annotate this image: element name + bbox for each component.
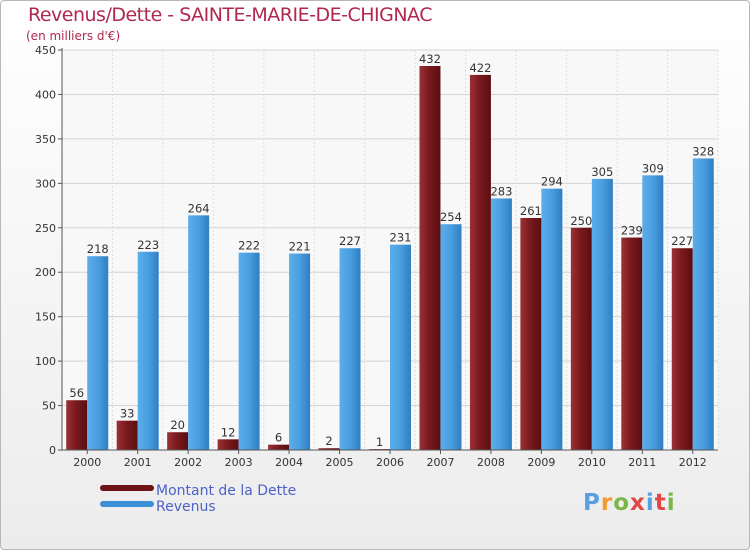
bar-revenue-2003	[238, 252, 260, 450]
data-label-revenue-2007: 254	[440, 210, 462, 224]
logo-letter: x	[630, 490, 646, 516]
data-label-debt-2007: 432	[419, 52, 441, 66]
axes: 0 50 100 150 200 250 300 350 400 450 2000 2001 2002 2…	[35, 44, 718, 469]
x-tick-label-2010: 2010	[578, 456, 606, 469]
data-labels: 56 218 33 223 20 264 12 222 6 221 2 227 1 231 432 254 42…	[69, 52, 714, 449]
bar-revenue-2009	[541, 188, 563, 450]
data-label-revenue-2005: 227	[339, 234, 361, 248]
bar-debt-2008	[469, 74, 491, 450]
x-tick-label-2000: 2000	[73, 456, 101, 469]
bar-debt-2007	[419, 66, 441, 450]
logo-letter: t	[654, 490, 667, 516]
data-label-debt-2002: 20	[170, 418, 185, 432]
data-label-debt-2010: 250	[570, 214, 592, 228]
bar-revenue-2008	[490, 198, 512, 450]
x-tick-label-2009: 2009	[527, 456, 555, 469]
logo-letter: P	[583, 490, 601, 516]
bar-revenue-2011	[642, 175, 664, 451]
bar-revenue-2004	[289, 253, 311, 450]
x-tick-label-2001: 2001	[124, 456, 152, 469]
x-tick-label-2011: 2011	[628, 456, 656, 469]
data-label-revenue-2004: 221	[289, 240, 311, 254]
data-label-revenue-2009: 294	[541, 175, 563, 189]
data-label-revenue-2010: 305	[591, 165, 613, 179]
bar-revenue-2007	[440, 224, 462, 450]
data-label-revenue-2011: 309	[642, 161, 664, 175]
bar-debt-2003	[217, 439, 239, 450]
legend-label-revenue: Revenus	[156, 499, 216, 515]
y-tick-label: 100	[35, 355, 56, 368]
bar-debt-2001	[116, 420, 138, 450]
x-tick-label-2004: 2004	[275, 456, 303, 469]
bar-debt-2012	[671, 248, 693, 450]
logo-letter: i	[666, 490, 676, 516]
data-label-revenue-2000: 218	[87, 242, 109, 256]
y-tick-label: 400	[35, 88, 56, 101]
logo-letter: i	[645, 490, 655, 516]
proxiti-logo: Proxiti	[583, 490, 676, 516]
bar-debt-2005	[318, 448, 340, 450]
bar-debt-2011	[621, 237, 643, 450]
bar-revenue-2001	[137, 251, 159, 450]
legend-swatch-debt	[100, 485, 154, 491]
y-tick-label: 150	[35, 311, 56, 324]
data-label-debt-2000: 56	[69, 386, 84, 400]
data-label-revenue-2012: 328	[692, 144, 714, 158]
x-tick-label-2003: 2003	[225, 456, 253, 469]
data-label-revenue-2002: 264	[188, 201, 210, 215]
data-label-debt-2012: 227	[671, 234, 693, 248]
x-tick-label-2006: 2006	[376, 456, 404, 469]
x-tick-label-2002: 2002	[174, 456, 202, 469]
bar-revenue-2012	[692, 158, 714, 450]
data-label-revenue-2008: 283	[490, 184, 512, 198]
data-label-debt-2001: 33	[120, 407, 135, 421]
y-tick-label: 300	[35, 177, 56, 190]
data-label-revenue-2003: 222	[238, 239, 260, 253]
bar-debt-2004	[268, 444, 290, 450]
bar-debt-2000	[66, 400, 88, 450]
logo-letter: r	[600, 490, 614, 516]
y-tick-label: 200	[35, 266, 56, 279]
chart-subtitle: (en milliers d'€)	[26, 29, 121, 43]
data-label-debt-2009: 261	[520, 204, 542, 218]
logo-letter: o	[613, 490, 631, 516]
data-label-debt-2003: 12	[221, 425, 236, 439]
x-tick-label-2008: 2008	[477, 456, 505, 469]
data-label-debt-2005: 2	[325, 434, 332, 448]
bar-revenue-2006	[390, 244, 411, 450]
data-label-debt-2004: 6	[275, 431, 282, 445]
bar-debt-2009	[520, 218, 542, 450]
legend-swatch-revenue	[100, 501, 154, 507]
x-tick-label-2012: 2012	[679, 456, 707, 469]
data-label-debt-2006: 1	[376, 435, 383, 449]
x-tick-label-2007: 2007	[426, 456, 454, 469]
x-tick-label-2005: 2005	[326, 456, 354, 469]
y-tick-label: 250	[35, 222, 56, 235]
y-tick-label: 0	[49, 444, 56, 457]
y-tick-label: 450	[35, 44, 56, 57]
bar-revenue-2005	[339, 248, 361, 450]
bar-revenue-2002	[188, 215, 210, 450]
bar-debt-2002	[167, 432, 189, 450]
data-label-debt-2011: 239	[621, 224, 643, 238]
data-label-revenue-2006: 231	[390, 231, 412, 245]
y-tick-label: 350	[35, 133, 56, 146]
bar-debt-2010	[570, 227, 592, 450]
chart-title: Revenus/Dette - SAINTE-MARIE-DE-CHIGNAC	[28, 4, 432, 26]
bars	[66, 66, 714, 451]
bar-revenue-2010	[591, 178, 613, 450]
data-label-debt-2008: 422	[469, 61, 491, 75]
bar-revenue-2000	[87, 256, 109, 450]
legend-label-debt: Montant de la Dette	[156, 483, 297, 499]
data-label-revenue-2001: 223	[137, 238, 159, 252]
y-tick-label: 50	[42, 400, 56, 413]
